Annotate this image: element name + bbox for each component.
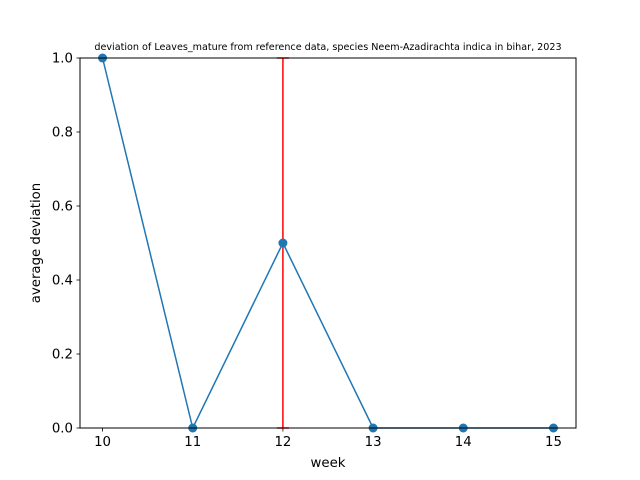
x-tick-label: 11: [184, 435, 201, 450]
x-tick-label: 13: [365, 435, 382, 450]
x-axis-label: week: [311, 456, 346, 471]
y-tick-label: 0.0: [52, 422, 73, 437]
x-tick-label: 10: [94, 435, 111, 450]
x-tick-label: 14: [455, 435, 472, 450]
axes-frame: [79, 57, 577, 429]
y-tick-label: 1.0: [52, 52, 73, 67]
data-point: [278, 238, 288, 248]
y-tick-label: 0.4: [52, 274, 73, 289]
y-tick-label: 0.2: [52, 348, 73, 363]
x-tick-label: 15: [545, 435, 562, 450]
y-tick-label: 0.8: [52, 126, 73, 141]
x-tick-label: 12: [274, 435, 291, 450]
y-axis-label: average deviation: [29, 183, 44, 303]
y-tick-label: 0.6: [52, 200, 73, 215]
chart-title: deviation of Leaves_mature from referenc…: [94, 42, 561, 53]
